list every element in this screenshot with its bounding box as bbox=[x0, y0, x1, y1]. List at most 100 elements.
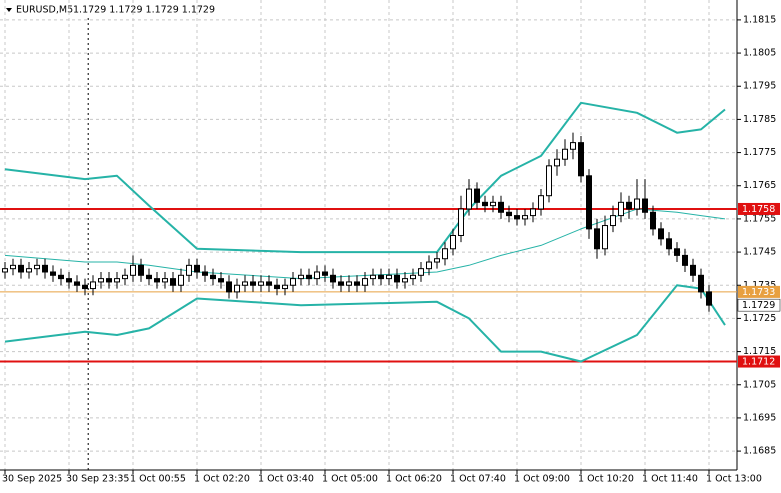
candle-body bbox=[218, 278, 224, 283]
y-tick-label: 1.1775 bbox=[743, 147, 776, 158]
x-tick-label: 1 Oct 09:00 bbox=[514, 474, 570, 485]
candle-body bbox=[682, 254, 688, 266]
candle-body bbox=[554, 158, 560, 167]
candle-body bbox=[562, 148, 568, 160]
quote: 1.1729 1.1729 1.1729 1.1729 bbox=[73, 5, 215, 16]
candle-body bbox=[178, 274, 184, 286]
candle-body bbox=[570, 142, 576, 150]
candle-body bbox=[418, 268, 424, 276]
candle-body bbox=[18, 264, 24, 273]
y-tick-label: 1.1715 bbox=[743, 346, 776, 357]
y-tick-label: 1.1695 bbox=[743, 412, 776, 423]
candle-body bbox=[642, 198, 648, 213]
candle-body bbox=[338, 281, 344, 286]
candle-body bbox=[610, 215, 616, 227]
candle-body bbox=[522, 215, 528, 220]
candle-body bbox=[354, 281, 360, 286]
candle-body bbox=[434, 258, 440, 263]
candle-body bbox=[186, 264, 192, 276]
x-tick-label: 1 Oct 05:00 bbox=[322, 474, 378, 485]
level-label: 1.1712 bbox=[742, 357, 775, 368]
x-tick-label: 1 Oct 11:40 bbox=[642, 474, 698, 485]
candle-body bbox=[498, 201, 504, 213]
candle-body bbox=[226, 281, 232, 293]
y-tick-label: 1.1685 bbox=[743, 446, 776, 457]
candle-body bbox=[690, 264, 696, 276]
candle-body bbox=[10, 264, 16, 270]
candle-body bbox=[234, 284, 240, 293]
bid-label: 1.1729 bbox=[742, 300, 775, 311]
candle-body bbox=[474, 188, 480, 203]
y-tick-label: 1.1785 bbox=[743, 114, 776, 125]
candle-body bbox=[658, 228, 664, 240]
candle-body bbox=[458, 208, 464, 236]
candle-body bbox=[586, 175, 592, 230]
y-tick-label: 1.1705 bbox=[743, 379, 776, 390]
candle-body bbox=[370, 274, 376, 280]
candle-body bbox=[514, 215, 520, 220]
candle-body bbox=[66, 278, 72, 283]
candle-body bbox=[410, 274, 416, 280]
candle-body bbox=[122, 274, 128, 280]
candle-body bbox=[250, 281, 256, 286]
candle-body bbox=[34, 264, 40, 270]
candle-body bbox=[506, 211, 512, 217]
candle-body bbox=[138, 264, 144, 276]
candle-body bbox=[154, 278, 160, 283]
candle-body bbox=[82, 284, 88, 290]
candle-body bbox=[698, 274, 704, 293]
menu-triangle bbox=[6, 8, 12, 12]
x-tick-label: 30 Sep 2025 bbox=[2, 474, 62, 485]
candle-body bbox=[322, 271, 328, 276]
candle-body bbox=[394, 274, 400, 283]
candle-body bbox=[538, 195, 544, 210]
y-tick-label: 1.1765 bbox=[743, 180, 776, 191]
candle-body bbox=[578, 142, 584, 177]
x-tick-label: 1 Oct 02:20 bbox=[194, 474, 250, 485]
candle-body bbox=[442, 248, 448, 260]
candle-body bbox=[282, 284, 288, 290]
candle-body bbox=[130, 264, 136, 276]
candle-body bbox=[546, 165, 552, 197]
x-tick-label: 1 Oct 13:00 bbox=[706, 474, 762, 485]
x-tick-label: 1 Oct 00:55 bbox=[130, 474, 186, 485]
level-label: 1.1733 bbox=[742, 287, 775, 298]
candle-body bbox=[482, 201, 488, 207]
candle-body bbox=[98, 278, 104, 283]
candle-body bbox=[274, 284, 280, 290]
candle-body bbox=[346, 281, 352, 286]
candle-body bbox=[426, 261, 432, 270]
bid-badge bbox=[737, 298, 781, 312]
y-tick-label: 1.1735 bbox=[743, 280, 776, 291]
candle-body bbox=[466, 188, 472, 210]
level-badge bbox=[738, 285, 780, 298]
candle-body bbox=[266, 281, 272, 286]
candle-body bbox=[594, 228, 600, 250]
candle-body bbox=[162, 278, 168, 283]
candle-body bbox=[74, 281, 80, 286]
candle-body bbox=[666, 238, 672, 250]
candle-body bbox=[530, 208, 536, 217]
level-badge bbox=[738, 202, 780, 215]
candle-body bbox=[378, 274, 384, 280]
level-badge bbox=[738, 355, 780, 368]
candle-body bbox=[90, 281, 96, 290]
y-tick-label: 1.1805 bbox=[743, 48, 776, 59]
candle-body bbox=[58, 274, 64, 280]
candle-body bbox=[26, 268, 32, 273]
candle-body bbox=[602, 225, 608, 250]
x-tick-label: 1 Oct 06:20 bbox=[386, 474, 442, 485]
candle-body bbox=[106, 278, 112, 283]
y-tick-label: 1.1745 bbox=[743, 247, 776, 258]
candle-body bbox=[306, 274, 312, 280]
candle-body bbox=[314, 271, 320, 280]
candle-body bbox=[634, 198, 640, 210]
candle-body bbox=[402, 278, 408, 283]
candle-body bbox=[50, 271, 56, 276]
y-tick-label: 1.1725 bbox=[743, 313, 776, 324]
candle-body bbox=[618, 201, 624, 217]
candle-body bbox=[170, 278, 176, 286]
candle-body bbox=[146, 274, 152, 280]
candle-body bbox=[450, 234, 456, 250]
